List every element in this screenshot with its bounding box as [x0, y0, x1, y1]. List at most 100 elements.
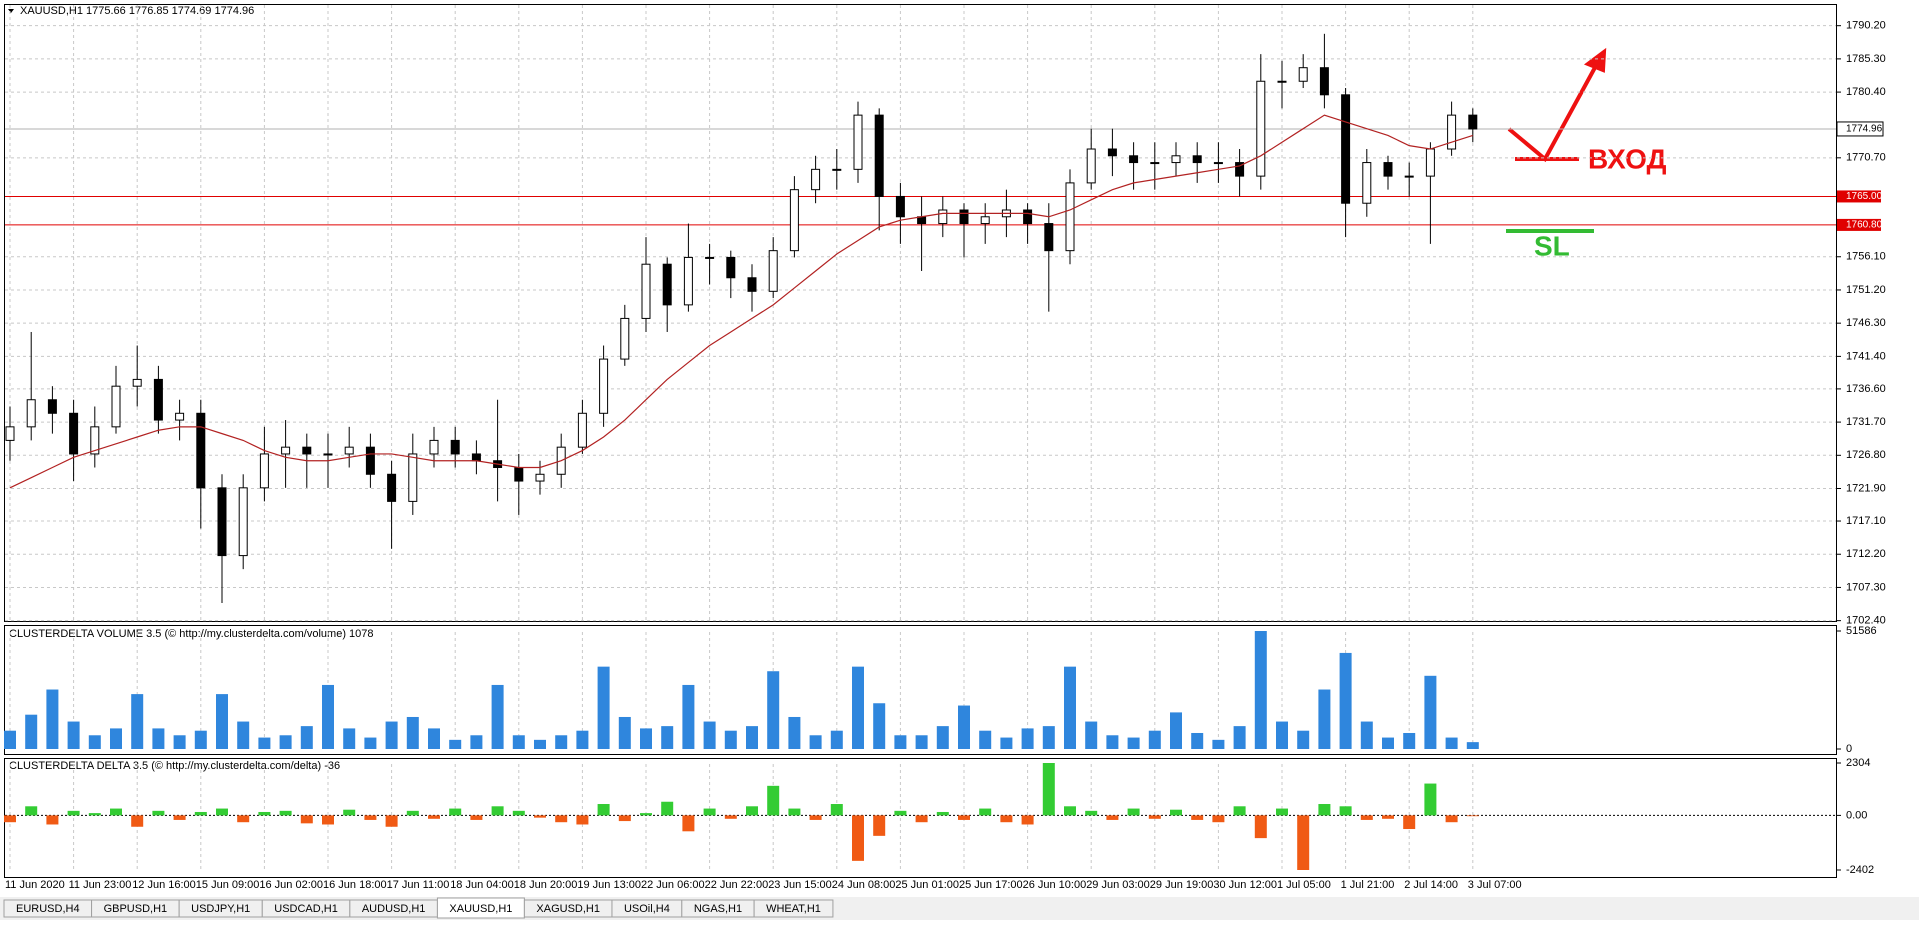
level-label: 1760.80	[1846, 220, 1883, 231]
tab[interactable]	[753, 899, 834, 918]
delta-bar	[449, 808, 462, 816]
x-tick-label: 18 Jun 20:00	[514, 879, 578, 891]
x-tick-label: 16 Jun 02:00	[259, 879, 323, 891]
volume-bar	[131, 694, 144, 749]
delta-bar	[1000, 815, 1013, 823]
volume-bar	[852, 666, 864, 749]
delta-bar	[576, 815, 589, 825]
x-tick-label: 29 Jun 03:00	[1086, 879, 1150, 891]
volume-bar	[1318, 689, 1331, 749]
y-tick-label: 1741.40	[1846, 350, 1886, 362]
volume-bar	[491, 684, 504, 749]
delta-bar	[1254, 815, 1267, 839]
volume-bar	[830, 730, 843, 749]
volume-bar	[88, 735, 101, 749]
candle-body	[705, 256, 715, 259]
delta-bar	[1106, 815, 1119, 820]
delta-bar	[1403, 815, 1416, 830]
delta-bar	[1127, 808, 1140, 816]
candle-body	[1065, 182, 1075, 252]
volume-bar	[258, 737, 271, 749]
volume-bar	[279, 735, 292, 749]
candle-body	[895, 195, 905, 218]
y-tick-label: -2402	[1846, 864, 1874, 876]
volume-bar	[428, 728, 440, 749]
delta-bar	[682, 815, 695, 832]
delta-bar	[428, 815, 440, 819]
volume-bar	[1254, 631, 1267, 749]
volume-bar	[1064, 666, 1076, 749]
candle-body	[365, 446, 375, 475]
candle-body	[387, 473, 397, 502]
x-tick-label: 2 Jul 14:00	[1404, 879, 1458, 891]
x-tick-label: 19 Jun 13:00	[577, 879, 641, 891]
candle-body	[90, 426, 100, 455]
volume-bar	[25, 714, 38, 749]
delta-bar	[1085, 810, 1098, 816]
volume-bar	[1170, 712, 1182, 749]
delta-bar	[809, 815, 822, 820]
tab-label[interactable]: AUDUSD,H1	[362, 903, 426, 915]
delta-bar	[618, 815, 631, 822]
tab-label[interactable]: GBPUSD,H1	[104, 903, 168, 915]
tab-label[interactable]: EURUSD,H4	[16, 903, 80, 915]
delta-bar	[1148, 815, 1161, 819]
volume-bar	[809, 735, 822, 749]
tab-label[interactable]: XAUUSD,H1	[449, 903, 512, 915]
y-tick-label: 0	[1846, 743, 1852, 755]
volume-bar	[661, 726, 674, 749]
delta-bar	[1042, 763, 1055, 816]
delta-bar	[1191, 815, 1204, 820]
tab-label[interactable]: XAGUSD,H1	[536, 903, 600, 915]
volume-bar	[640, 728, 652, 749]
delta-bar	[364, 815, 377, 820]
x-tick-label: 11 Jun 2020	[5, 879, 65, 891]
volume-bar	[788, 716, 801, 749]
candle-body	[471, 453, 481, 462]
delta-bar	[131, 815, 144, 827]
x-tick-label: 26 Jun 10:00	[1023, 879, 1087, 891]
delta-bar	[958, 815, 970, 820]
candle-body	[1086, 148, 1096, 184]
candle-body	[1023, 209, 1033, 225]
tab-label[interactable]: USOil,H4	[624, 903, 670, 915]
y-tick-label: 1780.40	[1846, 86, 1886, 98]
delta-bar	[1445, 815, 1458, 823]
candle-body	[683, 256, 693, 306]
candle-body	[599, 358, 609, 414]
x-tick-label: 12 Jun 16:00	[132, 879, 196, 891]
delta-bar	[661, 801, 674, 816]
volume-bar	[979, 730, 992, 749]
candle-body	[1341, 94, 1351, 204]
volume-bar	[1424, 675, 1437, 749]
candle-body	[1425, 148, 1435, 177]
last-price-tag	[1836, 121, 1884, 137]
y-tick-label: 1770.70	[1846, 152, 1886, 164]
delta-bar	[1170, 809, 1182, 816]
volume-bar	[1106, 735, 1119, 749]
delta-bar	[640, 813, 652, 816]
candle-body	[153, 378, 163, 421]
volume-bar	[873, 703, 886, 749]
delta-bar	[852, 815, 864, 861]
candle-body	[641, 263, 651, 319]
delta-bar	[1064, 806, 1076, 816]
tab-label[interactable]: WHEAT,H1	[766, 903, 821, 915]
level-tag	[1837, 190, 1881, 203]
tab-label[interactable]: USDJPY,H1	[191, 903, 250, 915]
y-tick-label: 1721.90	[1846, 482, 1886, 494]
delta-bar	[237, 815, 250, 823]
candle-body	[747, 277, 757, 292]
tab-label[interactable]: NGAS,H1	[694, 903, 742, 915]
delta-bar	[1339, 806, 1352, 816]
tab-label[interactable]: USDCAD,H1	[274, 903, 338, 915]
candle-body	[217, 487, 227, 557]
chart-title: XAUUSD,H1 1775.66 1776.85 1774.69 1774.9…	[20, 5, 254, 17]
delta-bar	[555, 815, 568, 823]
x-tick-label: 29 Jun 19:00	[1150, 879, 1214, 891]
arrow-head	[1583, 47, 1607, 73]
volume-bar	[1297, 730, 1310, 749]
candle-body	[1404, 175, 1414, 178]
volume-bar	[618, 716, 631, 749]
